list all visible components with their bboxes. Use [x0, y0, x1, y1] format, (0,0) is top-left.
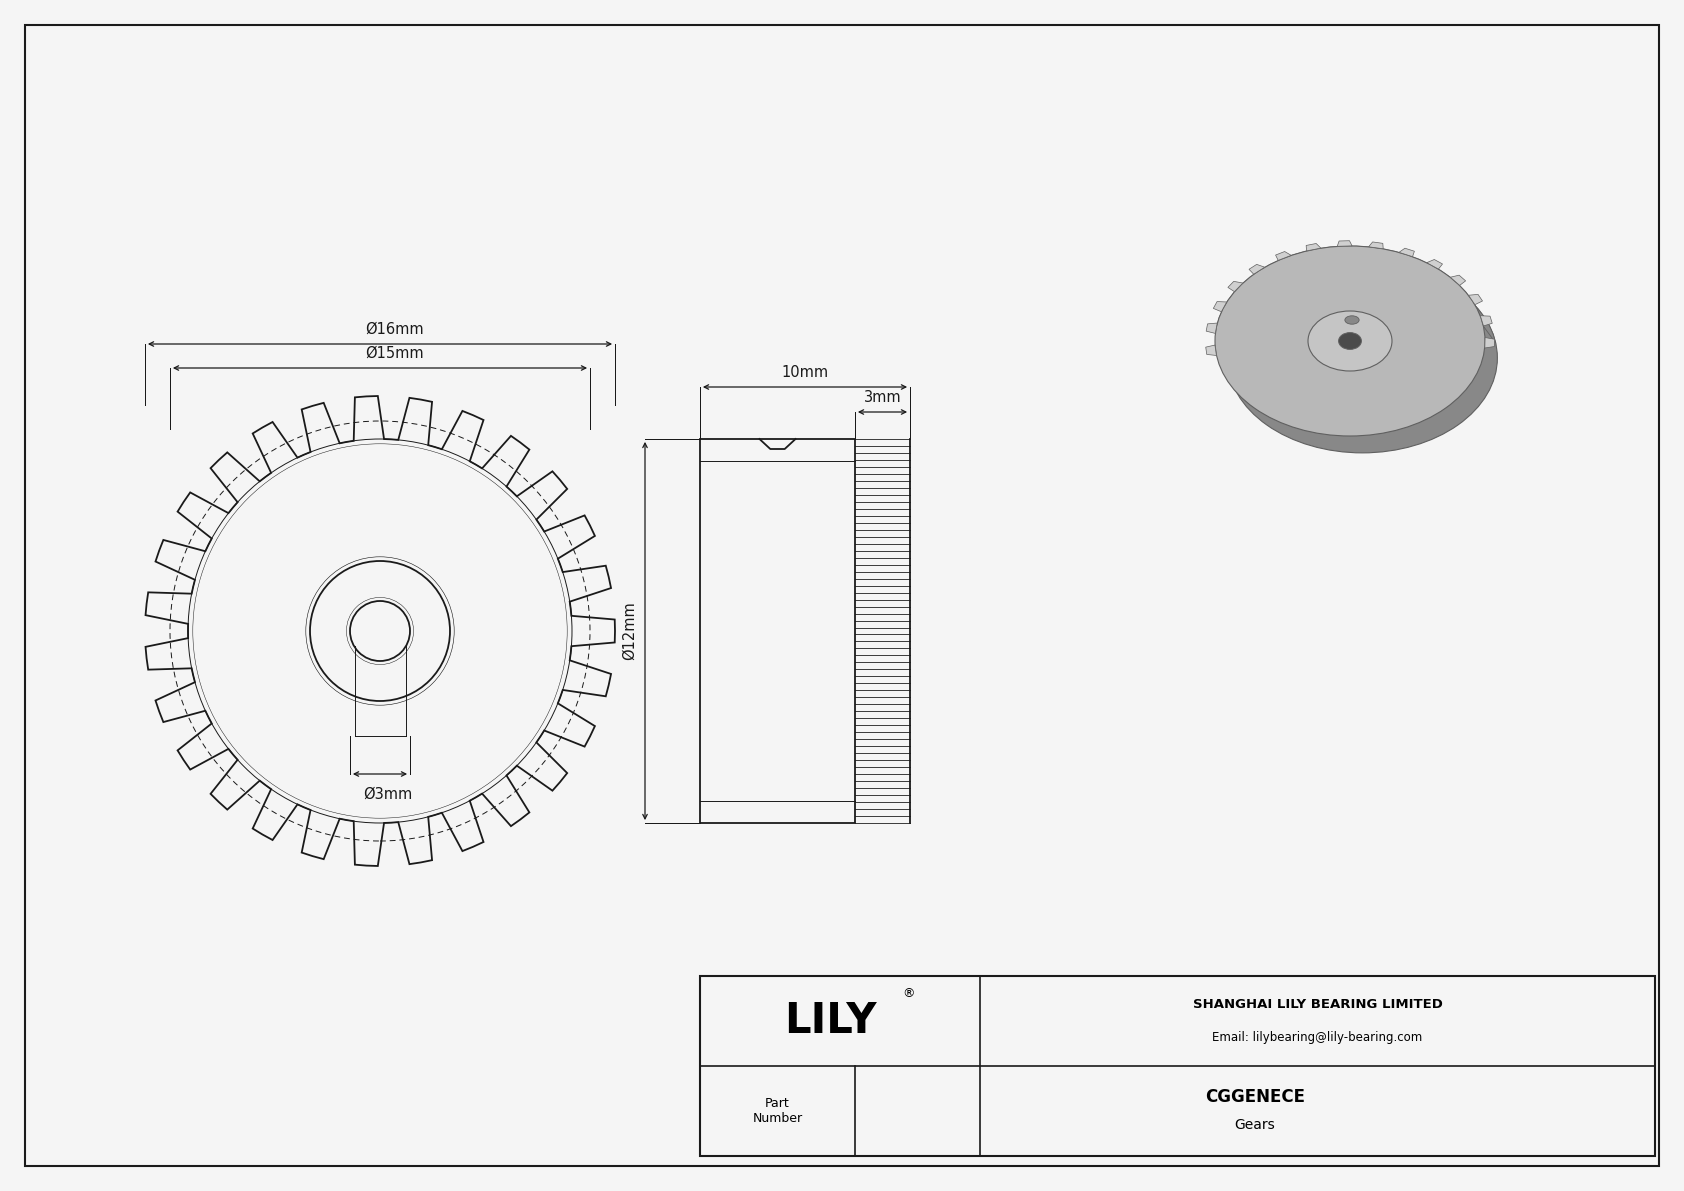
Polygon shape — [1337, 241, 1352, 247]
Ellipse shape — [1346, 316, 1359, 324]
Polygon shape — [1369, 242, 1383, 249]
Polygon shape — [1206, 323, 1218, 333]
Text: Ø16mm: Ø16mm — [365, 322, 424, 337]
Ellipse shape — [1339, 332, 1361, 349]
Polygon shape — [1480, 316, 1492, 326]
Polygon shape — [1485, 337, 1494, 348]
Text: Email: lilybearing@lily-bearing.com: Email: lilybearing@lily-bearing.com — [1212, 1030, 1423, 1043]
Polygon shape — [1250, 264, 1265, 274]
Polygon shape — [1450, 275, 1465, 286]
Polygon shape — [1228, 281, 1243, 292]
Text: CGGENECE: CGGENECE — [1206, 1089, 1305, 1106]
Text: LILY: LILY — [783, 1000, 876, 1042]
Polygon shape — [1307, 243, 1320, 251]
Text: 10mm: 10mm — [781, 364, 829, 380]
Ellipse shape — [1228, 263, 1497, 453]
Text: 3mm: 3mm — [864, 389, 901, 405]
Polygon shape — [1426, 260, 1443, 269]
Text: Part
Number: Part Number — [753, 1097, 803, 1125]
Polygon shape — [1206, 345, 1216, 355]
Polygon shape — [1216, 247, 1495, 343]
Text: ®: ® — [901, 987, 914, 1000]
Ellipse shape — [1214, 247, 1485, 436]
Text: Ø15mm: Ø15mm — [365, 347, 424, 361]
Polygon shape — [1214, 301, 1226, 312]
Text: Gears: Gears — [1234, 1118, 1275, 1131]
Polygon shape — [1275, 251, 1292, 261]
Ellipse shape — [1308, 311, 1393, 372]
Polygon shape — [1468, 294, 1482, 305]
Text: SHANGHAI LILY BEARING LIMITED: SHANGHAI LILY BEARING LIMITED — [1192, 998, 1443, 1010]
Text: Ø12mm: Ø12mm — [621, 601, 637, 660]
Text: Ø3mm: Ø3mm — [364, 787, 413, 802]
Polygon shape — [1399, 248, 1415, 256]
